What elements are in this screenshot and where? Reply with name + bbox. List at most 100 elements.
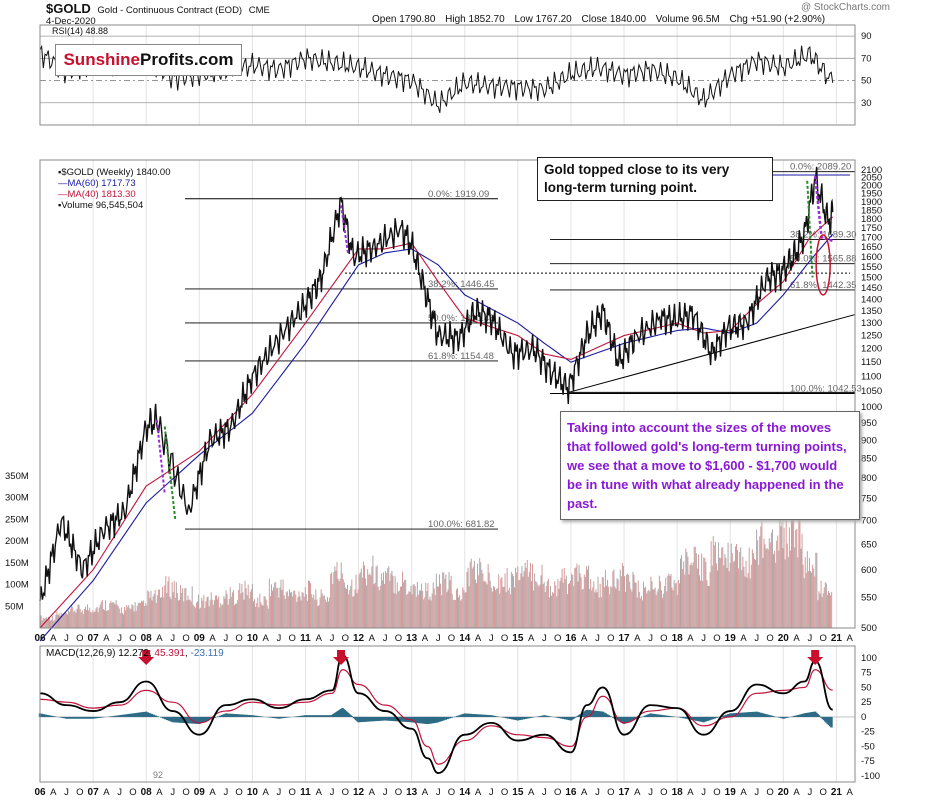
price-tick-label: 1250 bbox=[861, 331, 882, 342]
x-tick-label-macd: 13 bbox=[406, 787, 418, 798]
x-tick-label: J bbox=[117, 633, 122, 644]
price-tick-label: 2000 bbox=[861, 181, 882, 192]
x-tick-label-macd: A bbox=[156, 787, 163, 798]
x-tick-label: A bbox=[262, 633, 269, 644]
x-tick-label-macd: O bbox=[660, 787, 667, 798]
projection-2011 bbox=[340, 205, 349, 253]
x-tick-label-macd: O bbox=[607, 787, 614, 798]
x-tick-label: O bbox=[289, 633, 296, 644]
price-tick-label: 1600 bbox=[861, 252, 882, 263]
x-tick-label: O bbox=[448, 633, 455, 644]
price-tick-label: 1900 bbox=[861, 197, 882, 208]
peak-arrow-icon bbox=[333, 650, 350, 665]
x-tick-label: O bbox=[713, 633, 720, 644]
rsi-tick-label: 50 bbox=[861, 76, 872, 87]
price-tick-label: 1050 bbox=[861, 386, 882, 397]
price-tick-label: 1700 bbox=[861, 232, 882, 243]
x-tick-label-macd: O bbox=[76, 787, 83, 798]
price-tick-label: 800 bbox=[861, 473, 877, 484]
x-tick-label: 13 bbox=[406, 633, 418, 644]
rsi-tick-label: 90 bbox=[861, 31, 872, 42]
x-tick-label: 15 bbox=[512, 633, 524, 644]
price-tick-label: 1450 bbox=[861, 283, 882, 294]
price-tick-label: 1200 bbox=[861, 344, 882, 355]
macd-tick-label: 25 bbox=[861, 697, 872, 708]
callout-bottom: Taking into account the sizes of the mov… bbox=[560, 411, 860, 520]
x-tick-label-macd: 19 bbox=[725, 787, 737, 798]
x-tick-label-macd: A bbox=[528, 787, 535, 798]
x-tick-label: O bbox=[607, 633, 614, 644]
x-tick-label: A bbox=[422, 633, 429, 644]
x-tick-label: J bbox=[807, 633, 812, 644]
x-tick-label-macd: O bbox=[554, 787, 561, 798]
stockcharts-watermark: @ StockCharts.com bbox=[800, 2, 890, 13]
fib-left-label: 61.8%: 1154.48 bbox=[428, 351, 494, 362]
projection-path bbox=[813, 176, 835, 243]
macd-tick-label: -50 bbox=[861, 741, 875, 752]
x-tick-label-macd: O bbox=[342, 787, 349, 798]
instrument-name: Gold - Continuous Contract (EOD) bbox=[97, 5, 243, 16]
x-tick-label-macd: 21 bbox=[831, 787, 843, 798]
x-tick-label: A bbox=[528, 633, 535, 644]
x-tick-label: J bbox=[701, 633, 706, 644]
price-tick-label: 1950 bbox=[861, 189, 882, 200]
x-tick-label: J bbox=[436, 633, 441, 644]
x-tick-label-macd: A bbox=[475, 787, 482, 798]
x-tick-label: 12 bbox=[353, 633, 365, 644]
x-tick-label: O bbox=[819, 633, 826, 644]
x-tick-label: A bbox=[581, 633, 588, 644]
volume-tick-label: 250M bbox=[5, 514, 29, 525]
macd-note: 92 bbox=[153, 770, 164, 780]
x-tick-label: J bbox=[330, 633, 335, 644]
x-tick-label: A bbox=[156, 633, 163, 644]
rsi-label: RSI(14) 48.88 bbox=[52, 26, 109, 36]
price-tick-label: 1850 bbox=[861, 205, 882, 216]
x-tick-label: A bbox=[793, 633, 800, 644]
price-tick-label: 1650 bbox=[861, 242, 882, 253]
macd-value: 12.272 bbox=[118, 648, 149, 659]
symbol: $GOLD bbox=[46, 1, 91, 16]
chart-date: 4-Dec-2020 bbox=[46, 16, 96, 27]
x-tick-label-macd: A bbox=[422, 787, 429, 798]
macd-tick-label: 50 bbox=[861, 682, 872, 693]
x-tick-label-macd: 09 bbox=[194, 787, 206, 798]
rsi-tick-label: 70 bbox=[861, 53, 872, 64]
x-tick-label-macd: J bbox=[807, 787, 812, 798]
volume-tick-label: 300M bbox=[5, 493, 29, 504]
price-tick-label: 2100 bbox=[861, 165, 882, 176]
price-tick-label: 850 bbox=[861, 454, 877, 465]
x-tick-label: A bbox=[475, 633, 482, 644]
legend-volume: ▪Volume 96,545,504 bbox=[58, 200, 144, 211]
volume-tick-label: 50M bbox=[5, 601, 24, 612]
sunshine-profits-logo: SunshineProfits.com bbox=[55, 44, 242, 76]
x-tick-label: 09 bbox=[194, 633, 206, 644]
peak-arrow-icon bbox=[807, 650, 824, 665]
x-tick-label-macd: A bbox=[687, 787, 694, 798]
x-tick-label: O bbox=[766, 633, 773, 644]
macd-hist-value: -23.119 bbox=[190, 648, 224, 659]
open-value: Open 1790.80 bbox=[372, 14, 436, 25]
x-tick-label: O bbox=[395, 633, 402, 644]
macd-tick-label: 75 bbox=[861, 668, 872, 679]
x-tick-label-macd: 07 bbox=[88, 787, 100, 798]
macd-line bbox=[39, 654, 834, 774]
macd-label: MACD(12,26,9) 12.272, 45.391, -23.119 bbox=[46, 648, 224, 659]
logo-part-2: Profits.com bbox=[139, 50, 234, 69]
x-tick-label-macd: J bbox=[701, 787, 706, 798]
change-value: Chg +51.90 (+2.90%) bbox=[729, 14, 826, 25]
price-tick-label: 1800 bbox=[861, 214, 882, 225]
fib-right-label: 50.0%: 1565.88 bbox=[790, 254, 857, 265]
macd-signal-value: 45.391 bbox=[154, 648, 185, 659]
x-tick-label-macd: O bbox=[395, 787, 402, 798]
x-tick-label-macd: J bbox=[542, 787, 547, 798]
x-tick-label: 08 bbox=[141, 633, 153, 644]
x-tick-label: A bbox=[740, 633, 747, 644]
x-tick-label: O bbox=[182, 633, 189, 644]
fib-right-label: 61.8%: 1442.35 bbox=[790, 280, 857, 291]
x-tick-label-macd: A bbox=[847, 787, 854, 798]
rsi-tick-label: 30 bbox=[861, 98, 872, 109]
price-tick-label: 600 bbox=[861, 565, 877, 576]
price-tick-label: 2050 bbox=[861, 173, 882, 184]
x-tick-label-macd: 11 bbox=[300, 787, 311, 798]
x-tick-label: O bbox=[660, 633, 667, 644]
